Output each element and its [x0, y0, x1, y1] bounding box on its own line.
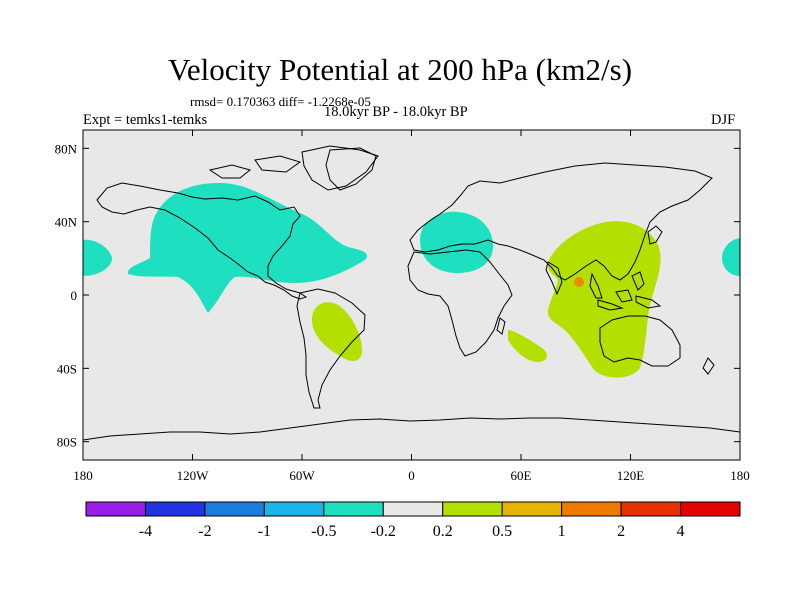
colorbar-swatch: [442, 501, 503, 517]
period-label: 18.0kyr BP - 18.0kyr BP: [324, 104, 468, 120]
lat-label: 0: [71, 288, 78, 303]
contour-regions: [83, 182, 740, 378]
coast-antarctica: [83, 417, 740, 441]
positive-region-south-america: [312, 302, 362, 362]
lat-label: 80S: [57, 435, 77, 450]
colorbar-label: 1: [558, 523, 566, 540]
colorbar-label: 0.5: [492, 523, 512, 540]
strong-positive-spot: [574, 277, 584, 287]
colorbar-swatch: [263, 501, 325, 517]
lon-label: 60W: [289, 468, 315, 483]
negative-region-east-edge: [722, 238, 740, 276]
lat-label: 40S: [57, 361, 77, 376]
map-title: Velocity Potential at 200 hPa (km2/s): [167, 52, 633, 87]
longitude-axis: 180 120W 60W 0 60E 120E 180: [73, 130, 750, 483]
colorbar-label: -4: [139, 523, 152, 540]
coast-greenland: [325, 147, 377, 191]
coastlines: [83, 145, 740, 441]
colorbar-swatch: [323, 501, 384, 517]
colorbar-swatch: [204, 501, 265, 517]
lon-label: 180: [73, 468, 93, 483]
season-label: DJF: [711, 112, 736, 128]
latitude-axis: 80N 40N 0 40S 80S: [55, 141, 740, 450]
negative-region-mediterranean: [420, 211, 494, 274]
negative-region-north-america: [127, 182, 368, 313]
coast-eurasia: [409, 162, 713, 281]
coast-maritime-continent: [589, 271, 662, 311]
colorbar-swatch: [501, 501, 563, 517]
colorbar-swatch: [85, 501, 146, 517]
colorbar-swatch: [144, 501, 206, 517]
colorbar-label: -0.2: [371, 523, 396, 540]
experiment-label: Expt = temks1-temks: [83, 112, 208, 128]
positive-region-south-africa: [508, 330, 547, 362]
stats-text: rmsd= 0.170363 diff= -1.2268e-05: [190, 94, 371, 109]
lon-label: 60E: [511, 468, 532, 483]
colorbar-label: -2: [198, 523, 211, 540]
colorbar-label: -0.5: [311, 523, 336, 540]
coast-india: [545, 261, 563, 296]
colorbar-label: 2: [617, 523, 625, 540]
colorbar-swatch: [382, 501, 444, 517]
colorbar: -4 -2 -1 -0.5 -0.2 0.2 0.5 1 2 4: [85, 501, 741, 540]
lat-label: 40N: [55, 215, 78, 230]
coast-madagascar: [496, 317, 506, 335]
colorbar-swatch: [620, 501, 682, 517]
colorbar-swatch: [561, 501, 622, 517]
coast-arctic-islands: [208, 145, 379, 191]
coast-north-america: [96, 182, 308, 300]
coast-africa: [407, 249, 513, 357]
colorbar-label: 4: [677, 523, 685, 540]
coast-japan: [647, 225, 663, 245]
negative-region-west-edge: [83, 239, 112, 276]
lat-label: 80N: [55, 141, 78, 156]
colorbar-swatch: [680, 501, 741, 517]
coast-australia: [599, 315, 681, 367]
coast-new-zealand: [702, 357, 715, 375]
lon-label: 120W: [177, 468, 210, 483]
positive-region-asia-indian-ocean: [547, 221, 661, 378]
lon-label: 180: [730, 468, 750, 483]
colorbar-label: -1: [258, 523, 271, 540]
lon-label: 0: [408, 468, 415, 483]
colorbar-label: 0.2: [433, 523, 453, 540]
lon-label: 120E: [617, 468, 645, 483]
coast-south-america: [296, 288, 366, 409]
